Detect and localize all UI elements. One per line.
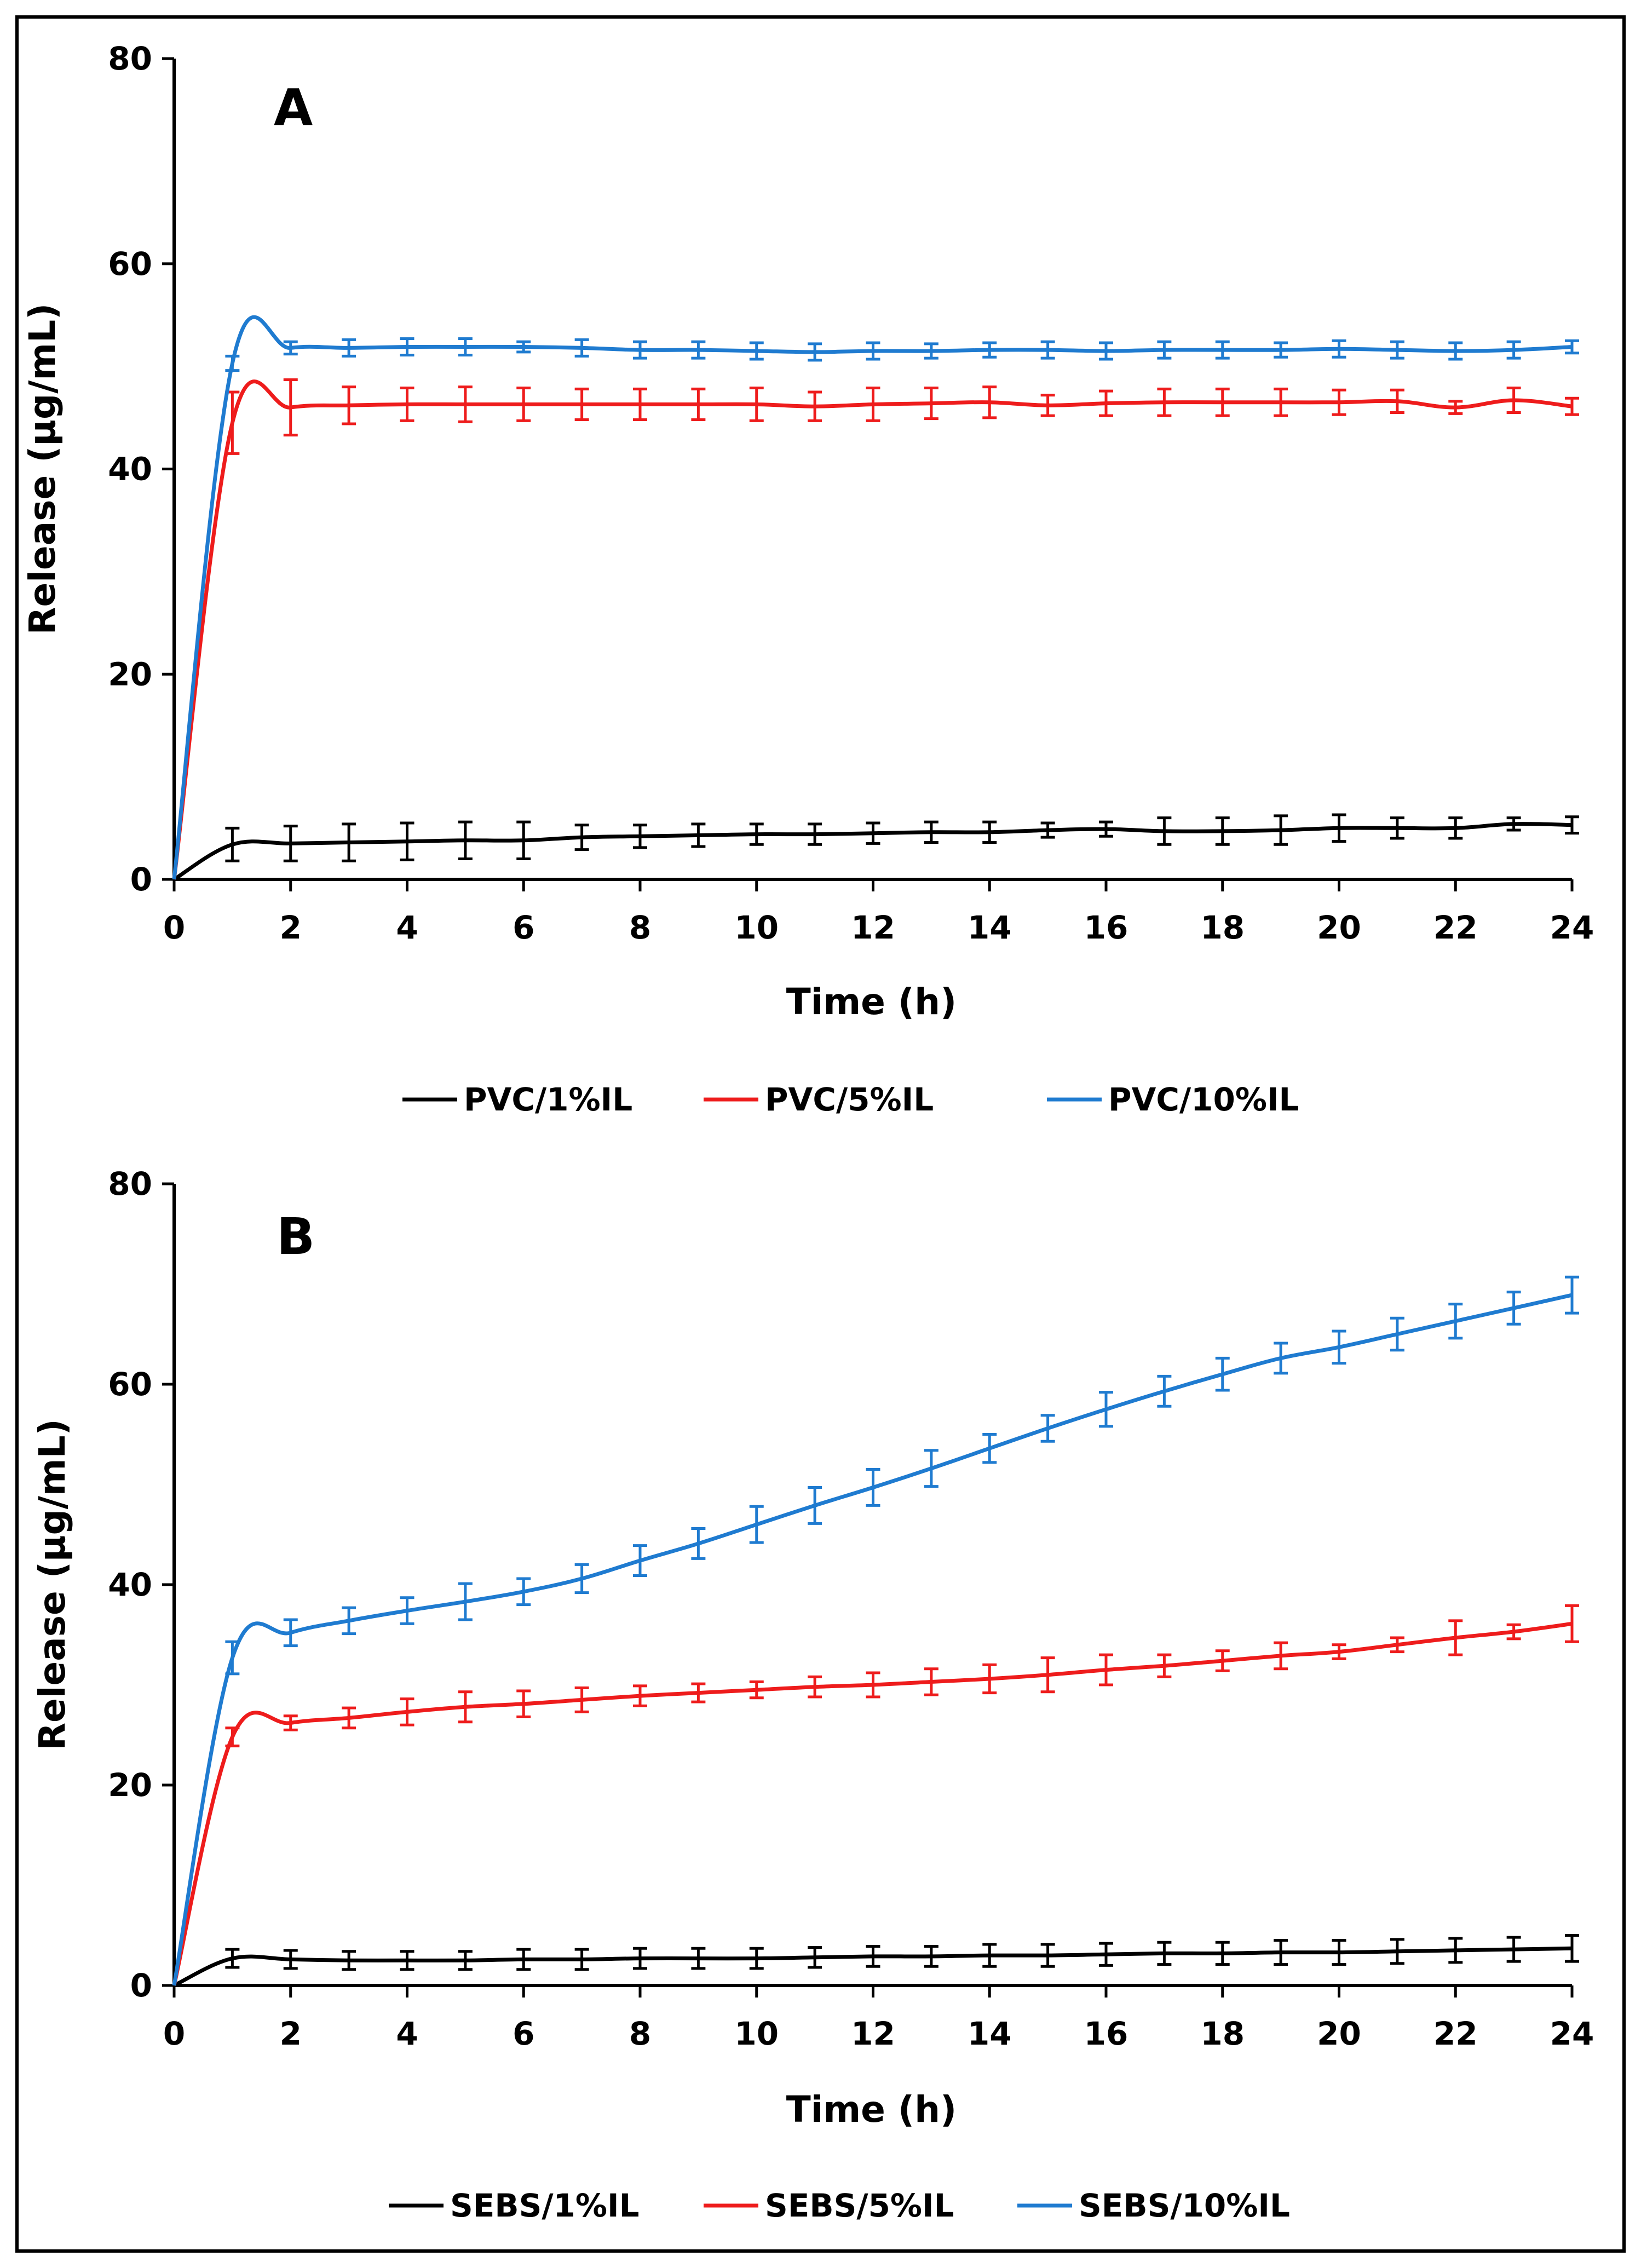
figure-frame [15, 15, 1626, 2253]
panel-b-x-tick-label: 0 [163, 2015, 185, 2052]
panel-b-x-tick-label: 8 [629, 2015, 651, 2052]
panel-a-y-tick-label: 60 [108, 245, 152, 283]
panel-b-legend-label: SEBS/5%IL [765, 2187, 954, 2224]
panel-a-label: A [274, 78, 313, 137]
panel-b-x-tick-label: 2 [280, 2015, 302, 2052]
panel-b-y-tick-label: 0 [130, 1967, 152, 2004]
panel-b-y-axis-title: Release (µg/mL) [31, 1419, 73, 1751]
panel-a-y-tick-label: 80 [108, 40, 152, 77]
panel-b-y-tick-label: 80 [108, 1165, 152, 1202]
panel-b-legend-label: SEBS/1%IL [450, 2187, 640, 2224]
panel-a-x-tick-label: 12 [851, 909, 895, 946]
panel-a-x-axis-title: Time (h) [786, 981, 957, 1023]
panel-a-x-tick-label: 4 [396, 909, 418, 946]
panel-a-legend-label: PVC/1%IL [464, 1081, 632, 1118]
panel-a-x-tick-label: 22 [1433, 909, 1478, 946]
panel-b-x-tick-label: 22 [1433, 2015, 1478, 2052]
panel-a-y-tick-label: 0 [130, 861, 152, 898]
panel-b-legend-label: SEBS/10%IL [1079, 2187, 1290, 2224]
panel-b-x-tick-label: 12 [851, 2015, 895, 2052]
panel-b-x-tick-label: 14 [968, 2015, 1012, 2052]
panel-b-x-tick-label: 10 [734, 2015, 779, 2052]
panel-a-x-tick-label: 24 [1550, 909, 1594, 946]
panel-b-x-tick-label: 24 [1550, 2015, 1594, 2052]
panel-b-label: B [277, 1207, 315, 1266]
panel-b-y-tick-label: 40 [108, 1566, 152, 1603]
panel-a-series-pvc-10-il-line [172, 315, 1573, 880]
panel-a-x-tick-label: 16 [1084, 909, 1128, 946]
panel-a-x-tick-label: 20 [1317, 909, 1361, 946]
panel-a-x-tick-label: 6 [513, 909, 534, 946]
panel-b-y-tick-label: 60 [108, 1366, 152, 1403]
panel-b-x-tick-label: 20 [1317, 2015, 1361, 2052]
panel-a-x-tick-label: 2 [280, 909, 302, 946]
panel-b-y-tick-label: 20 [108, 1766, 152, 1804]
panel-a-x-tick-label: 14 [968, 909, 1012, 946]
panel-a-x-tick-label: 0 [163, 909, 185, 946]
panel-a-legend-label: PVC/5%IL [765, 1081, 934, 1118]
panel-a-y-tick-label: 20 [108, 655, 152, 693]
panel-b-x-tick-label: 18 [1200, 2015, 1245, 2052]
panel-b-x-tick-label: 6 [513, 2015, 534, 2052]
panel-b-x-tick-label: 4 [396, 2015, 418, 2052]
panel-a-y-axis-title: Release (µg/mL) [21, 303, 64, 635]
panel-b-x-tick-label: 16 [1084, 2015, 1128, 2052]
panel-a-y-tick-label: 40 [108, 451, 152, 488]
panel-a-legend-label: PVC/10%IL [1108, 1081, 1299, 1118]
panel-b-series-sebs-10-il-line [172, 1293, 1573, 1986]
panel-a-x-tick-label: 18 [1200, 909, 1245, 946]
panel-a-x-tick-label: 10 [734, 909, 779, 946]
panel-a-series-pvc-5-il-line [172, 379, 1573, 880]
panel-a-x-tick-label: 8 [629, 909, 651, 946]
panel-b-x-axis-title: Time (h) [786, 2088, 957, 2131]
